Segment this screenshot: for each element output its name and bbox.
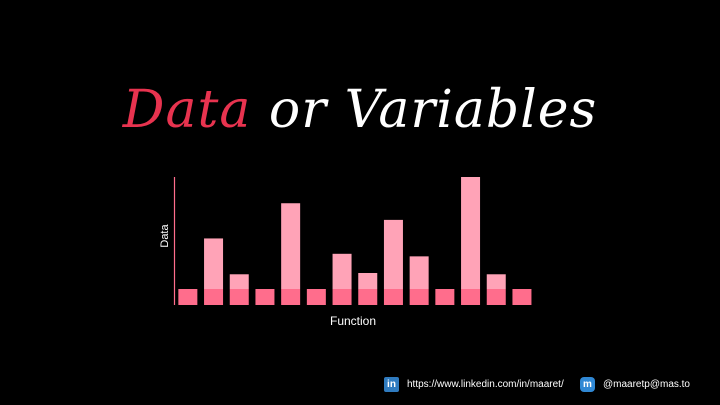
bar-1-base [178, 289, 198, 305]
bar-3-base [229, 289, 249, 305]
bar-13-base [486, 289, 506, 305]
bar-6-base [306, 289, 326, 305]
y-axis-label: Data [159, 224, 171, 248]
bar-3-top [229, 274, 249, 289]
bar-10-top [409, 256, 429, 289]
mastodon-handle[interactable]: @maaretp@mas.to [603, 378, 690, 390]
x-axis-label: Function [330, 314, 376, 328]
linkedin-url[interactable]: https://www.linkedin.com/in/maaret/ [407, 378, 564, 390]
bar-7-base [332, 289, 352, 305]
bar-13-top [486, 274, 506, 289]
bar-8-top [358, 273, 378, 289]
bar-7-top [332, 253, 352, 289]
bar-10-base [409, 289, 429, 305]
bar-9-top [383, 219, 403, 289]
bar-11-base [435, 289, 455, 305]
bar-5-base [281, 289, 301, 305]
bar-4-base [255, 289, 275, 305]
footer-mastodon: m @maaretp@mas.to [580, 375, 690, 393]
bar-12-top [461, 177, 481, 289]
linkedin-icon: in [384, 376, 399, 392]
bars [178, 177, 532, 305]
mastodon-icon: m [580, 376, 595, 392]
bar-chart: Data Function [159, 177, 532, 328]
bar-12-base [461, 289, 481, 305]
title-accent-word: Data [122, 80, 252, 140]
slide-title: Data or Variables [0, 70, 720, 150]
bar-9-base [383, 289, 403, 305]
bar-2-base [204, 289, 224, 305]
title-rest: or Variables [251, 80, 598, 140]
bar-5-top [281, 203, 301, 289]
bar-14-base [512, 289, 532, 305]
bar-8-base [358, 289, 378, 305]
footer-linkedin: in https://www.linkedin.com/in/maaret/ [384, 375, 564, 393]
bar-2-top [204, 238, 224, 289]
